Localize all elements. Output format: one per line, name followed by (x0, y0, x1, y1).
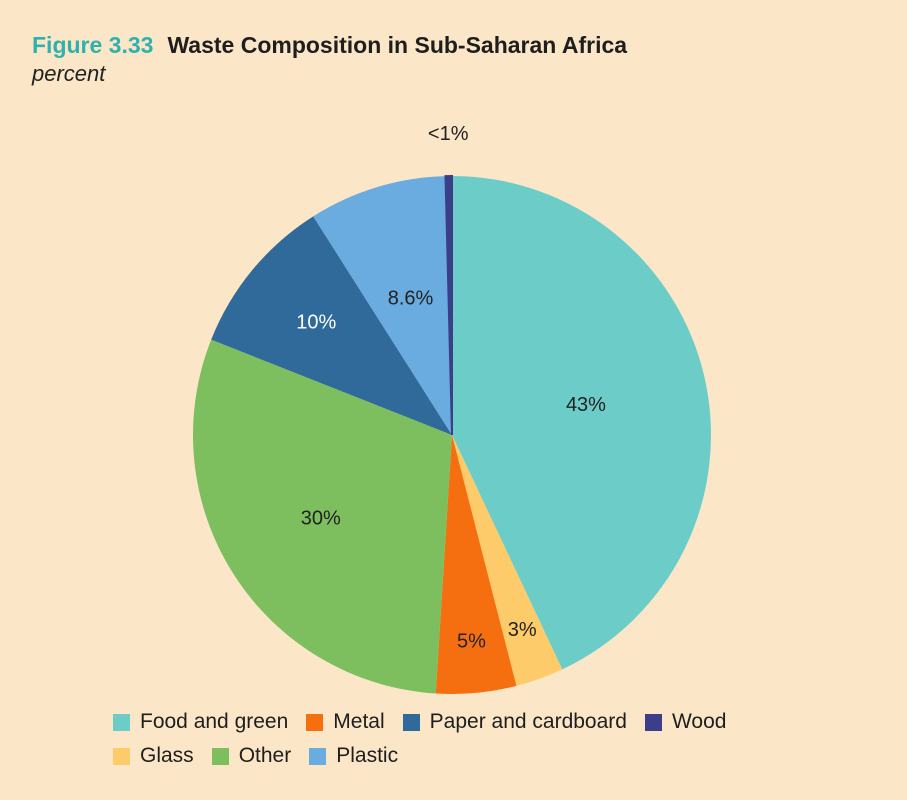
figure-subtitle: percent (32, 61, 106, 86)
pie-slice-wood (444, 174, 453, 436)
legend-item-paper-and-cardboard: Paper and cardboard (402, 710, 627, 734)
legend-swatch (211, 747, 229, 765)
legend-item-wood: Wood (644, 710, 727, 734)
legend-row: Food and green Metal Paper and cardboard Wo… (113, 705, 744, 739)
slice-label-paper-and-cardboard: 10% (296, 312, 336, 334)
slice-label-metal: 5% (457, 630, 486, 652)
legend-label: Glass (140, 744, 194, 767)
pie-slice-metal (435, 435, 517, 694)
figure-title: Waste Composition in Sub-Saharan Africa (167, 32, 628, 58)
legend-label: Plastic (336, 744, 399, 767)
figure-header: Figure 3.33 Waste Composition in Sub-Saha… (32, 30, 627, 88)
legend-swatch (306, 713, 324, 731)
pie-slice-glass (452, 435, 563, 686)
chart-legend: Food and green Metal Paper and cardboard Wo… (113, 705, 744, 773)
legend-item-plastic: Plastic (309, 744, 398, 768)
legend-item-food-and-green: Food and green (113, 710, 288, 734)
title-line: Figure 3.33 Waste Composition in Sub-Saha… (32, 30, 627, 60)
legend-swatch (113, 713, 130, 731)
legend-item-metal: Metal (306, 710, 385, 734)
legend-swatch (402, 713, 420, 731)
legend-label: Food and green (140, 710, 289, 733)
pie-slice-plastic (313, 176, 452, 436)
slice-label-glass: 3% (508, 619, 537, 641)
figure-number: Figure 3.33 (32, 32, 154, 58)
pie-slice-paper-and-cardboard (211, 216, 452, 435)
legend-label: Other (238, 744, 292, 767)
legend-row: Glass Other Plastic (113, 739, 744, 773)
legend-label: Paper and cardboard (429, 710, 627, 733)
slice-label-wood: <1% (428, 123, 469, 145)
slice-label-food-and-green: 43% (566, 394, 606, 416)
legend-swatch (113, 747, 130, 765)
legend-swatch (644, 713, 662, 731)
slice-label-other: 30% (301, 507, 341, 529)
legend-item-glass: Glass (113, 744, 194, 768)
pie-slice-food-and-green (452, 176, 711, 670)
legend-label: Metal (333, 710, 385, 733)
pie-slice-other (192, 339, 453, 694)
legend-item-other: Other (211, 744, 292, 768)
slice-label-plastic: 8.6% (388, 288, 434, 310)
legend-swatch (309, 747, 327, 765)
legend-label: Wood (671, 710, 727, 733)
